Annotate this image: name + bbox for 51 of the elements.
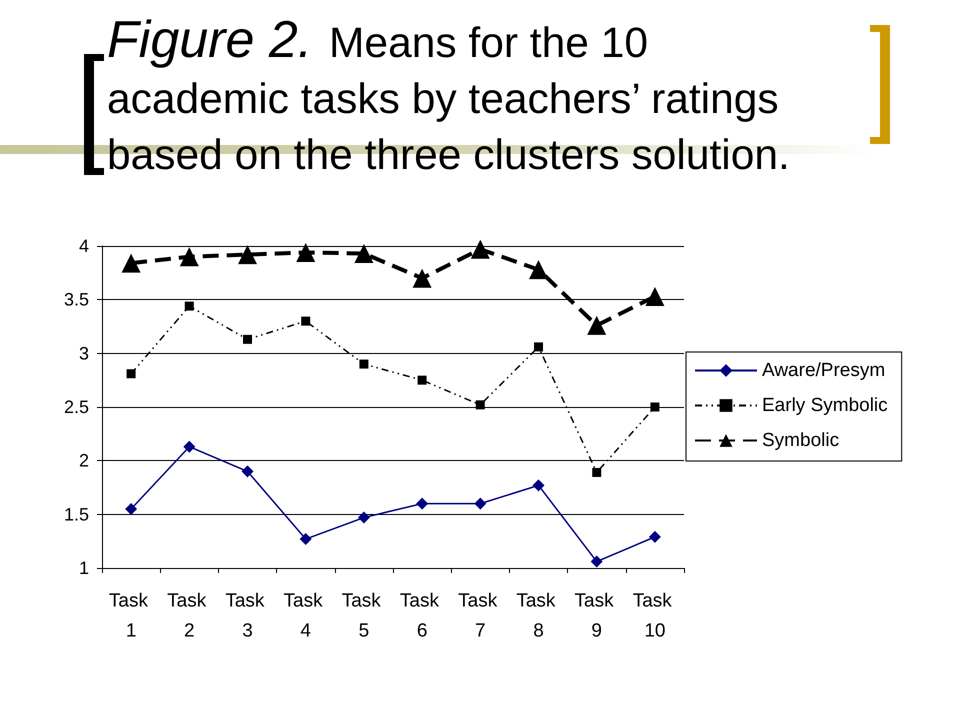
y-tick-label: 3	[78, 343, 89, 364]
x-tick-label: Task 8	[516, 590, 561, 642]
point	[296, 242, 316, 262]
x-tick-label: Task 7	[458, 590, 502, 642]
y-tick-label: 2.5	[64, 397, 89, 417]
chart-title: Figure 2. Means for the 10 academic tasks by teachers’ ratings based on the three clusters solution.	[107, 11, 791, 181]
point	[476, 400, 485, 410]
x-tick-label: Task 5	[342, 590, 386, 642]
point	[645, 286, 664, 306]
point	[183, 440, 196, 453]
x-tick-label: Task 6	[400, 590, 444, 642]
x-tick-label: Task 1	[108, 590, 154, 642]
point	[359, 360, 368, 369]
point	[184, 302, 194, 311]
point	[416, 498, 428, 510]
point	[354, 244, 374, 264]
legend-label: Early Symbolic	[762, 395, 888, 416]
point	[358, 512, 370, 524]
y-tick-label: 4	[78, 236, 89, 256]
point	[470, 240, 490, 259]
point	[243, 334, 252, 344]
point	[300, 533, 312, 546]
x-tick-label: Task 3	[225, 590, 270, 642]
y-tick-label: 2	[78, 450, 89, 471]
legend-label: Symbolic	[762, 430, 840, 451]
y-tick-label: 3.5	[64, 290, 89, 310]
legend-label: Aware/Presym	[762, 360, 886, 381]
point	[126, 369, 136, 378]
point	[418, 376, 427, 385]
point	[650, 402, 660, 412]
x-tick-label: Task 10	[632, 590, 678, 642]
x-tick-label: Task 4	[284, 590, 328, 642]
point	[587, 316, 606, 335]
x-tick-label: Task 2	[167, 590, 212, 642]
y-tick-label: 1.5	[64, 504, 89, 524]
point	[242, 465, 254, 478]
point	[474, 498, 486, 510]
point	[122, 254, 141, 273]
point	[532, 479, 544, 492]
point	[590, 556, 603, 568]
point	[529, 260, 548, 280]
point	[238, 245, 257, 264]
x-tick-label: Task 9	[574, 590, 619, 642]
point	[412, 268, 432, 288]
point	[301, 316, 310, 326]
point	[180, 247, 199, 266]
point	[592, 468, 602, 477]
y-tick-label: 1	[78, 558, 89, 578]
point	[534, 342, 543, 352]
point	[125, 502, 138, 515]
point	[648, 530, 661, 543]
